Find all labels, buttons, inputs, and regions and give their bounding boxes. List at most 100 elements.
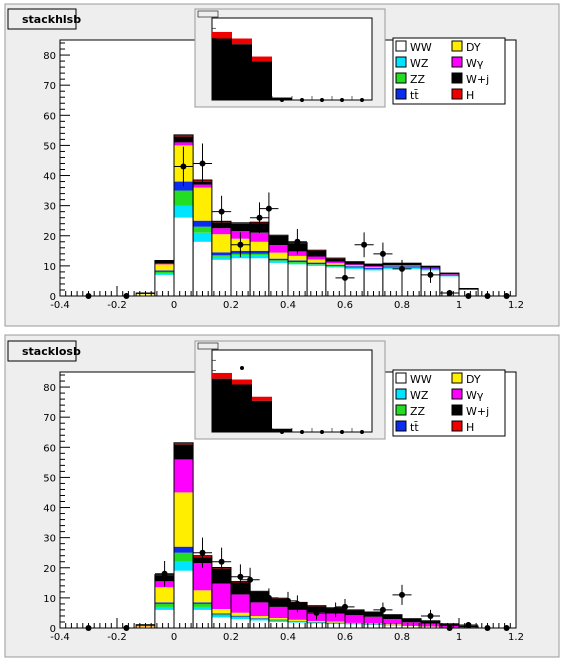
legend-frame [392,369,506,437]
legend-label-h: H [466,421,474,434]
bar-segment-w [174,142,194,146]
bar-segment-w [154,263,174,265]
bar-outline [173,442,194,629]
legend-label-dy: DY [466,373,481,386]
bar-segment-ww [231,258,251,296]
bar-segment-tt [364,267,383,269]
legend-swatch-w-j [451,404,463,416]
bar-segment-wz [174,561,194,571]
bar-segment-zz [288,621,308,622]
legend-swatch-ww [395,40,407,52]
bar-segment-ww [345,268,365,296]
data-point [256,214,263,221]
bar-segment-tt [193,220,212,227]
inset-title-box [197,10,219,18]
bar-segment-wz [268,621,288,622]
bar-segment-w-j [364,264,383,267]
x-tick-label: 0.8 [394,300,410,311]
legend-swatch-tt [395,420,407,432]
bar-segment-w-j [268,235,288,246]
data-points-group [78,537,517,631]
y-tick-label: 40 [43,172,56,183]
legend-label-tt: tt̄ [410,89,419,102]
data-point [379,250,386,257]
x-tick-label: -0.2 [107,632,127,643]
inset-bar-h [212,372,232,379]
inset-bar [252,61,272,100]
x-tick-label: 0.4 [280,300,296,311]
data-point [399,265,405,272]
bar-segment-wz [307,264,326,266]
bar-segment-h [174,442,194,445]
title-box [7,340,77,362]
bar-segment-wz [345,268,365,269]
y-tick-label: 60 [43,111,56,122]
bar-segment-wz [325,266,345,268]
bar-segment-dy [382,624,402,625]
bar-segment-wz [439,275,459,277]
bar-segment-tt [154,270,174,272]
y-tick-label: 0 [50,292,56,303]
inset-data-point [240,50,244,55]
bar-segment-w [402,265,422,266]
bar-segment-ww [402,268,422,296]
bar-segment-w [250,232,269,242]
bar-segment-w [193,184,212,188]
bar-segment-w-j [439,624,459,626]
x-tick-label: -0.4 [50,632,70,643]
y-tick-label: 0 [50,624,56,635]
bar-segment-ww [325,267,345,296]
bar-segment-zz [345,267,365,268]
legend-label-w-j: W+j [466,73,489,86]
bar-segment-tt [268,258,288,261]
data-point [218,558,225,565]
bar-segment-ww [288,622,308,628]
inset-bar-h [232,379,252,385]
inset-bar-h [252,56,272,62]
data-point [342,603,348,610]
bar-segment-wz [364,269,383,271]
x-tick-label: 1 [456,632,462,643]
bar-segment-w-j [174,444,194,460]
legend-label-w: Wγ [466,389,484,402]
bar-segment-tt [439,274,459,276]
bar-segment-wz [268,261,288,263]
legend: WW DY WZ Wγ ZZ W+j tt̄ H [392,369,506,437]
bar-segment-wz [288,622,308,623]
bar-segment-w-j [402,263,422,265]
data-point [313,609,320,616]
legend-swatch-wz [395,56,407,68]
data-point [218,208,225,215]
legend-label-ww: WW [410,41,432,54]
bar-segment-wz [288,262,308,265]
bar-segment-w [382,265,402,266]
y-axis: 0 10 20 30 40 50 60 70 80 [43,42,70,303]
bar-segment-w [307,256,326,260]
bar-segment-ww [231,619,251,628]
bar-segment-dy [345,622,365,624]
bar-segment-ww [193,609,212,628]
y-tick-label: 10 [43,262,56,273]
data-point [161,570,168,577]
bar-segment-dy [250,616,269,619]
data-point [342,274,348,281]
data-point [399,591,405,598]
bar-segment-ww [345,624,365,628]
bar-segment-w [268,606,288,618]
x-tick-label: 0 [171,632,177,643]
bar-segment-dy [288,255,308,261]
bar-segment-tt [231,615,251,617]
bar-segment-wz [174,205,194,218]
bar-segment-tt [193,602,212,604]
bar-segment-w-j [345,262,365,265]
bar-segment-dy [211,609,231,614]
bar-segment-wz [193,232,212,242]
data-point [294,238,301,245]
bar-segment-ww [174,570,194,628]
bar-segment-zz [174,190,194,206]
bar-segment-w-j [250,591,269,603]
bar-segment-zz [382,267,402,268]
bar-segment-zz [250,618,269,620]
y-tick-label: 60 [43,443,56,454]
inset-bar [232,384,252,432]
